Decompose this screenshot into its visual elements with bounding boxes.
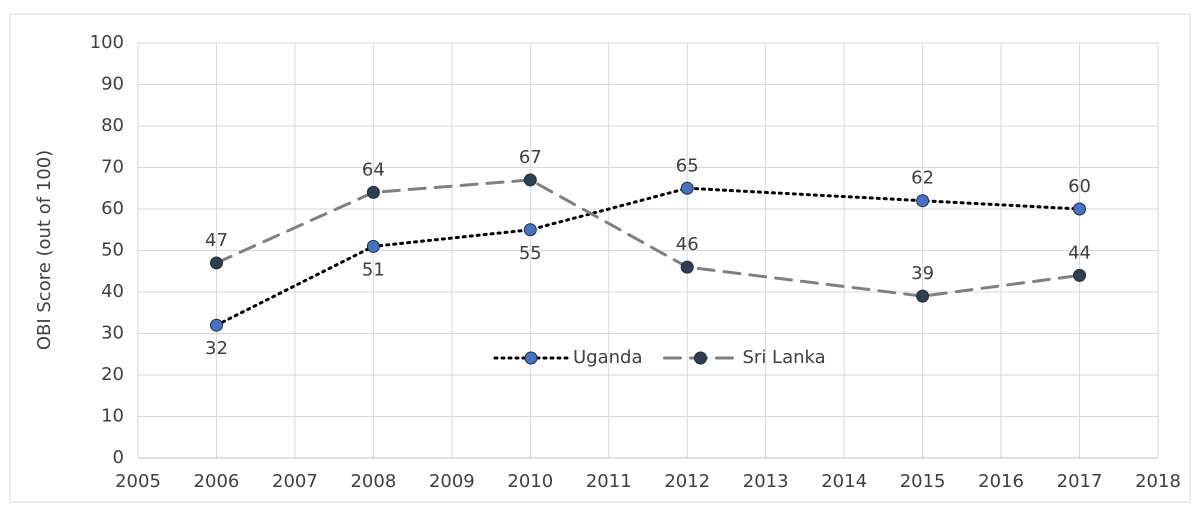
y-tick-label: 30 xyxy=(101,323,124,344)
x-tick-label: 2011 xyxy=(586,471,632,492)
y-tick-label: 90 xyxy=(101,74,124,95)
marker xyxy=(366,239,380,253)
y-tick-label: 60 xyxy=(101,198,124,219)
series-line xyxy=(214,186,1082,327)
x-tick-label: 2008 xyxy=(350,471,396,492)
marker xyxy=(523,223,537,237)
marker xyxy=(916,289,930,303)
data-label: 47 xyxy=(205,230,228,251)
marker xyxy=(1073,202,1087,216)
y-tick-label: 40 xyxy=(101,281,124,302)
y-tick-label: 0 xyxy=(113,447,124,468)
legend-label: Sri Lanka xyxy=(743,347,826,368)
x-tick-label: 2015 xyxy=(900,471,946,492)
x-tick-label: 2005 xyxy=(115,471,161,492)
x-tick-label: 2009 xyxy=(429,471,475,492)
marker xyxy=(366,185,380,199)
y-tick-label: 80 xyxy=(101,115,124,136)
marker xyxy=(1073,268,1087,282)
y-tick-label: 10 xyxy=(101,406,124,427)
marker xyxy=(680,181,694,195)
y-axis-label: OBI Score (out of 100) xyxy=(34,150,55,350)
x-tick-label: 2006 xyxy=(194,471,240,492)
marker xyxy=(680,260,694,274)
data-label: 55 xyxy=(519,243,542,264)
data-label: 67 xyxy=(519,147,542,168)
data-label: 62 xyxy=(911,168,934,189)
y-tick-label: 100 xyxy=(90,32,124,53)
x-tick-label: 2012 xyxy=(664,471,710,492)
x-tick-label: 2018 xyxy=(1135,471,1181,492)
marker xyxy=(523,173,537,187)
legend-marker xyxy=(694,351,707,365)
x-tick-label: 2016 xyxy=(978,471,1024,492)
marker xyxy=(209,318,223,332)
data-label: 60 xyxy=(1068,176,1091,197)
y-tick-label: 50 xyxy=(101,240,124,261)
legend-label: Uganda xyxy=(573,347,643,368)
data-label: 51 xyxy=(362,259,385,280)
chart-frame xyxy=(9,13,1191,503)
x-tick-label: 2010 xyxy=(507,471,553,492)
data-label: 44 xyxy=(1068,242,1091,263)
y-tick-label: 20 xyxy=(101,364,124,385)
data-label: 32 xyxy=(205,338,228,359)
legend-marker xyxy=(524,351,538,365)
x-tick-label: 2017 xyxy=(1057,471,1103,492)
data-label: 39 xyxy=(911,263,934,284)
x-tick-label: 2013 xyxy=(743,471,789,492)
series-line xyxy=(214,178,1082,298)
x-tick-label: 2007 xyxy=(272,471,318,492)
marker xyxy=(916,194,930,208)
data-label: 64 xyxy=(362,159,385,180)
data-label: 65 xyxy=(676,155,699,176)
marker xyxy=(209,256,223,270)
y-tick-label: 70 xyxy=(101,157,124,178)
data-label: 46 xyxy=(676,234,699,255)
x-tick-label: 2014 xyxy=(821,471,867,492)
